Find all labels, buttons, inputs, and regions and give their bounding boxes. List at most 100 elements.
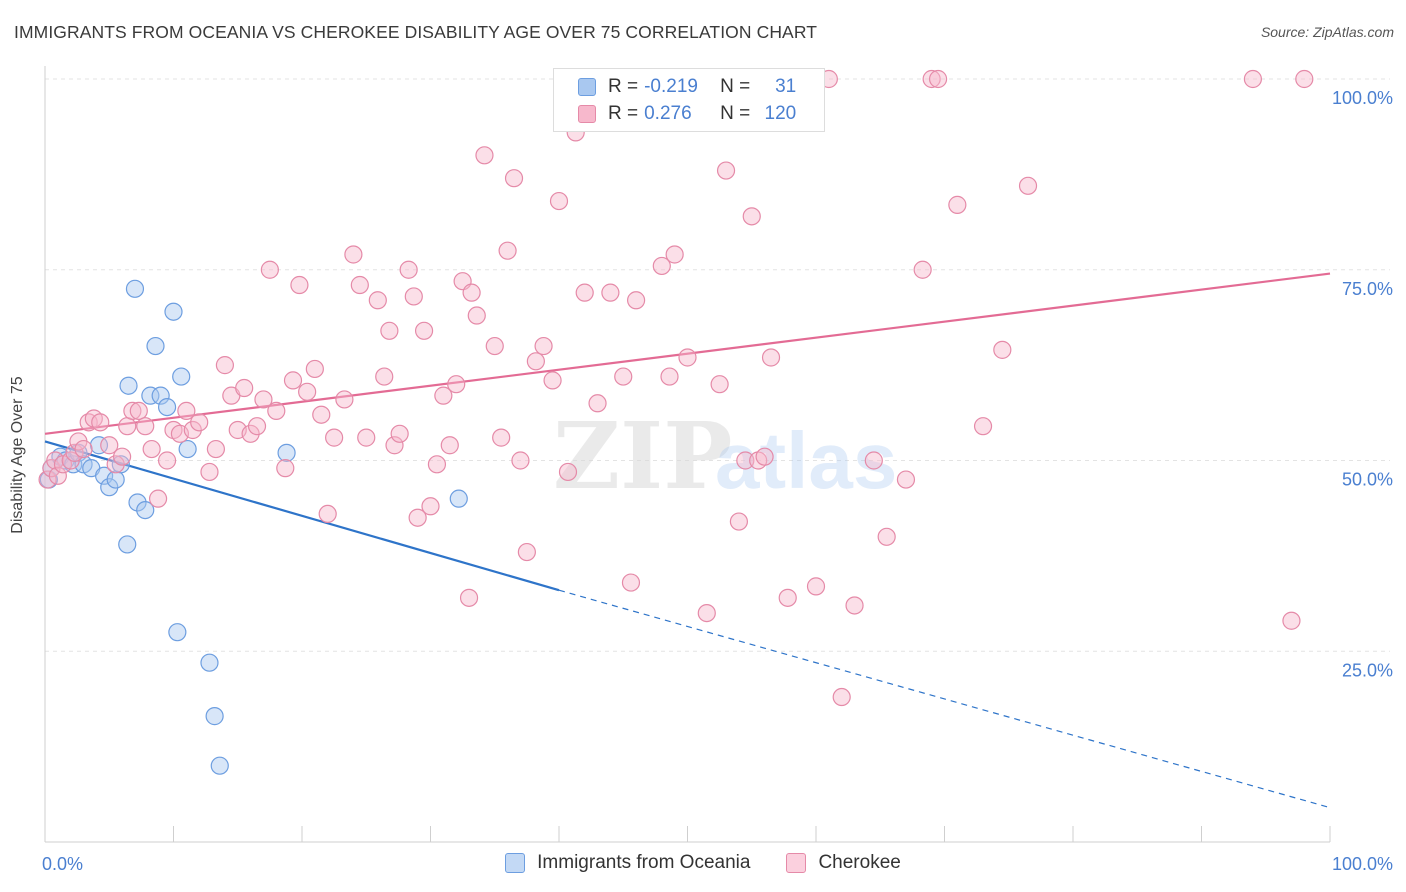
point-cherokee <box>399 260 418 279</box>
legend-item-cherokee: Cherokee <box>786 852 901 874</box>
point-oceania <box>449 489 468 508</box>
watermark: ZIP atlas <box>553 402 897 510</box>
point-cherokee <box>742 207 761 226</box>
point-cherokee <box>241 424 260 443</box>
point-cherokee <box>335 390 354 409</box>
point-cherokee <box>312 405 331 424</box>
y-axis-label: Disability Age Over 75 <box>9 376 26 534</box>
point-oceania <box>111 455 130 474</box>
point-cherokee <box>148 489 168 508</box>
point-cherokee <box>549 191 569 211</box>
legend-row-oceania: R = -0.219 N = 31 <box>578 75 796 99</box>
point-cherokee <box>48 466 67 485</box>
point-cherokee <box>845 596 864 615</box>
point-cherokee <box>761 348 781 367</box>
point-cherokee <box>283 371 303 390</box>
n-value: 120 <box>764 103 797 124</box>
y-tick-label: 50.0% <box>1342 470 1393 490</box>
point-cherokee <box>621 573 641 592</box>
point-cherokee <box>729 512 749 531</box>
point-cherokee <box>344 245 363 264</box>
point-cherokee <box>697 603 716 623</box>
point-cherokee <box>993 340 1012 359</box>
point-cherokee <box>806 577 826 596</box>
point-cherokee <box>710 375 729 394</box>
point-cherokee <box>1243 69 1263 89</box>
point-oceania <box>178 439 197 459</box>
point-oceania <box>136 500 155 520</box>
point-cherokee <box>421 497 440 516</box>
point-cherokee <box>928 69 948 89</box>
legend-item-oceania: Immigrants from Oceania <box>505 852 750 874</box>
point-cherokee <box>467 306 486 325</box>
point-cherokee <box>157 451 177 470</box>
watermark-atlas: atlas <box>715 416 897 505</box>
point-cherokee <box>118 417 137 436</box>
point-oceania <box>125 279 145 298</box>
point-cherokee <box>260 260 279 279</box>
point-cherokee <box>74 439 93 459</box>
point-cherokee <box>575 283 594 302</box>
legend-swatch-cherokee <box>786 853 807 873</box>
point-cherokee <box>755 447 774 466</box>
point-cherokee <box>190 413 209 432</box>
point-cherokee <box>427 455 447 474</box>
point-cherokee <box>948 195 967 214</box>
point-cherokee <box>665 245 684 264</box>
tick-labels: 25.0% 50.0% 75.0% 100.0% 0.0% 100.0% <box>42 88 1393 874</box>
point-cherokee <box>136 417 155 436</box>
point-cherokee <box>375 367 394 386</box>
r-label: R = <box>608 76 639 97</box>
point-cherokee <box>492 428 511 447</box>
point-oceania <box>146 336 165 356</box>
point-cherokee <box>298 382 317 401</box>
point-oceania <box>100 478 119 497</box>
point-cherokee <box>380 321 399 340</box>
point-cherokee <box>440 436 459 455</box>
point-cherokee <box>652 256 671 276</box>
point-cherokee <box>267 401 286 421</box>
point-cherokee <box>558 462 578 482</box>
point-cherokee <box>247 417 267 436</box>
point-cherokee <box>254 390 273 409</box>
point-cherokee <box>276 459 295 478</box>
point-oceania <box>200 653 219 672</box>
point-cherokee <box>716 161 736 180</box>
point-cherokee <box>626 291 646 310</box>
point-cherokee <box>38 470 57 489</box>
point-cherokee <box>434 386 453 405</box>
y-tick-label: 25.0% <box>1342 660 1393 680</box>
axes <box>44 66 1331 843</box>
point-cherokee <box>517 542 536 562</box>
point-cherokee <box>112 447 132 466</box>
x-tick-label: 0.0% <box>42 854 83 874</box>
chart-title: IMMIGRANTS FROM OCEANIA VS CHEROKEE DISA… <box>14 22 818 42</box>
point-oceania <box>172 367 191 386</box>
point-cherokee <box>543 371 562 390</box>
point-oceania <box>157 397 177 417</box>
point-cherokee <box>678 348 697 367</box>
point-cherokee <box>864 451 883 470</box>
point-cherokee <box>385 436 404 455</box>
point-cherokee <box>142 439 161 459</box>
point-oceania <box>95 466 114 485</box>
point-cherokee <box>504 169 524 188</box>
point-cherokee <box>177 401 196 421</box>
y-tick-label: 75.0% <box>1342 279 1393 299</box>
r-value: -0.219 <box>644 76 698 97</box>
point-cherokee <box>447 375 466 394</box>
point-oceania <box>277 443 296 462</box>
point-cherokee <box>534 336 553 356</box>
legend-label-oceania: Immigrants from Oceania <box>537 852 751 873</box>
n-value: 31 <box>775 76 797 97</box>
point-cherokee <box>183 420 202 440</box>
series-legend: Immigrants from Oceania Cherokee <box>0 852 1406 874</box>
point-cherokee <box>106 455 125 474</box>
trend-line-oceania <box>44 440 560 592</box>
point-cherokee <box>368 291 387 310</box>
source-label: Source: ZipAtlas.com <box>1260 24 1394 40</box>
point-cherokee <box>459 588 479 607</box>
point-cherokee <box>896 470 916 489</box>
point-cherokee <box>305 359 324 379</box>
point-oceania <box>106 470 125 489</box>
